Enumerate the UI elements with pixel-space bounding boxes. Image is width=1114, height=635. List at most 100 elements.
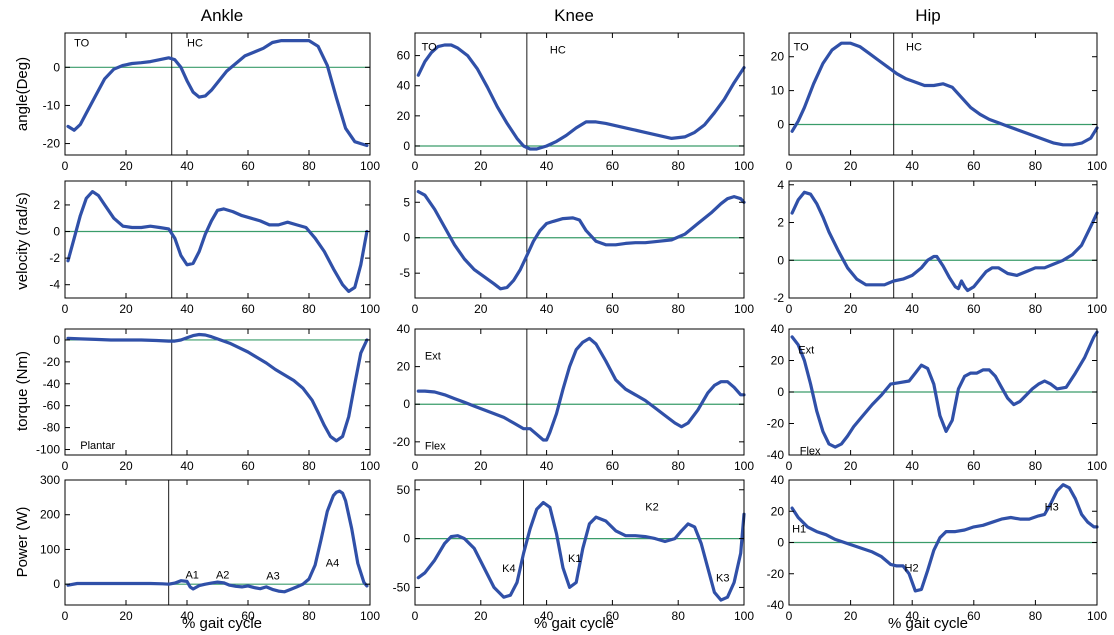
x-tick-label: 60 <box>967 459 981 473</box>
ylabel-power: Power (W) <box>14 507 31 578</box>
x-tick-label: 100 <box>734 609 754 623</box>
annotation-label: TO <box>794 42 810 54</box>
y-tick-label: 0 <box>403 139 410 153</box>
axes-box <box>414 32 745 156</box>
x-tick-label: 40 <box>540 302 554 316</box>
annotation-label: A1 <box>185 569 198 581</box>
y-tick-label: -80 <box>43 421 61 435</box>
x-tick-label: 0 <box>412 159 419 173</box>
y-tick-label: 200 <box>40 508 60 522</box>
x-tick-label: 100 <box>1087 459 1107 473</box>
y-tick-label: 0 <box>777 385 784 399</box>
x-tick-label: 80 <box>672 302 686 316</box>
y-tick-label: -100 <box>36 443 60 457</box>
x-tick-label: 80 <box>672 609 686 623</box>
x-tick-label: 100 <box>360 302 380 316</box>
annotation-label: TO <box>74 38 90 50</box>
y-tick-label: 0 <box>53 225 60 239</box>
x-tick-label: 60 <box>967 609 981 623</box>
x-tick-label: 80 <box>1029 459 1043 473</box>
panel-knee-angle: 0 20 40 60 80 100 0 20 40 60 TO HC <box>397 32 754 173</box>
axes-box <box>64 32 371 156</box>
y-tick-label: 0 <box>403 532 410 546</box>
annotation-label: HC <box>550 45 566 57</box>
x-tick-label: 20 <box>119 159 133 173</box>
y-tick-label: 20 <box>771 504 785 518</box>
panel-hip-power: 0 20 40 60 80 100 -40 -20 0 20 40 H1 H2 H3 <box>767 473 1108 623</box>
y-tick-label: -40 <box>767 598 785 612</box>
x-tick-label: 80 <box>672 159 686 173</box>
axes-box <box>788 32 1098 156</box>
x-tick-label: 20 <box>474 609 488 623</box>
series-line <box>790 190 1099 293</box>
x-tick-label: 0 <box>62 609 69 623</box>
y-tick-label: 300 <box>40 473 60 487</box>
x-tick-label: 60 <box>241 609 255 623</box>
x-tick-label: 0 <box>412 302 419 316</box>
y-tick-label: 0 <box>403 397 410 411</box>
column-title-knee: Knee <box>554 6 594 25</box>
x-tick-label: 0 <box>62 459 69 473</box>
x-tick-label: 20 <box>844 609 858 623</box>
annotation-label: HC <box>906 42 922 54</box>
y-tick-label: 10 <box>771 84 785 98</box>
x-tick-label: 20 <box>119 609 133 623</box>
y-tick-label: 0 <box>777 536 784 550</box>
ylabel-velocity: velocity (rad/s) <box>14 192 31 290</box>
series-line <box>416 336 746 442</box>
axes-box <box>64 328 371 456</box>
y-tick-label: -20 <box>767 567 785 581</box>
annotation-label: K4 <box>502 563 515 575</box>
xlabel-knee: % gait cycle <box>534 615 614 632</box>
axes-box <box>414 328 745 456</box>
annotation-label: K1 <box>568 553 581 565</box>
x-tick-label: 20 <box>474 302 488 316</box>
series-line <box>66 190 369 293</box>
x-tick-label: 100 <box>360 159 380 173</box>
panel-ankle-power: 0 20 40 60 80 100 0 100 200 300 A1 A2 A3 A4 <box>40 473 380 623</box>
x-tick-label: 80 <box>1029 302 1043 316</box>
x-tick-label: 20 <box>474 159 488 173</box>
panel-knee-power: 0 20 40 60 80 100 -50 0 50 K4 K1 K2 K3 <box>393 479 754 623</box>
x-tick-label: 40 <box>540 459 554 473</box>
y-tick-label: -4 <box>49 278 60 292</box>
x-tick-label: 0 <box>62 302 69 316</box>
annotation-label: H3 <box>1045 502 1059 514</box>
y-tick-label: 0 <box>53 333 60 347</box>
x-tick-label: 20 <box>119 459 133 473</box>
x-tick-label: 0 <box>412 609 419 623</box>
y-tick-label: 20 <box>397 109 411 123</box>
y-tick-label: 20 <box>771 50 785 64</box>
y-tick-label: -40 <box>43 377 61 391</box>
x-tick-label: 40 <box>906 609 920 623</box>
x-tick-label: 40 <box>540 159 554 173</box>
y-tick-label: 2 <box>777 216 784 230</box>
panel-hip-angle: 0 20 40 60 80 100 0 10 20 TO HC <box>771 32 1107 173</box>
x-tick-label: 40 <box>906 302 920 316</box>
y-tick-label: -20 <box>43 355 61 369</box>
series-line <box>790 483 1099 593</box>
series-line <box>66 38 369 148</box>
annotation-label: HC <box>187 38 203 50</box>
y-tick-label: 0 <box>777 253 784 267</box>
annotation-label: H2 <box>905 563 919 575</box>
y-tick-label: 0 <box>53 577 60 591</box>
y-tick-label: 20 <box>397 360 411 374</box>
x-tick-label: 100 <box>734 302 754 316</box>
y-tick-label: 60 <box>397 49 411 63</box>
x-tick-label: 80 <box>302 459 316 473</box>
x-tick-label: 40 <box>906 459 920 473</box>
series-line <box>416 43 746 151</box>
x-tick-label: 80 <box>1029 609 1043 623</box>
xlabel-hip: % gait cycle <box>888 615 968 632</box>
x-tick-label: 60 <box>606 302 620 316</box>
x-tick-label: 60 <box>606 609 620 623</box>
x-tick-label: 80 <box>302 609 316 623</box>
annotation-label: Ext <box>798 344 814 356</box>
x-tick-label: 40 <box>540 609 554 623</box>
x-tick-label: 0 <box>786 302 793 316</box>
axes-box <box>414 479 745 606</box>
annotation-label: TO <box>422 42 438 54</box>
x-tick-label: 80 <box>1029 159 1043 173</box>
x-tick-label: 60 <box>241 159 255 173</box>
